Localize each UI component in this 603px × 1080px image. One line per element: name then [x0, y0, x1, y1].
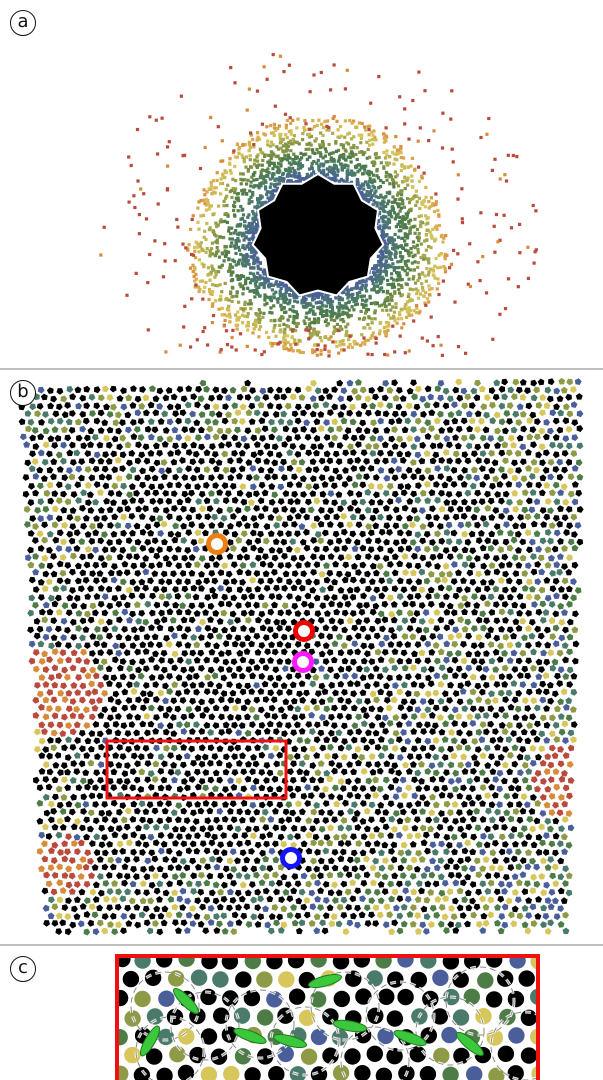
leaf-arrow — [172, 987, 200, 1015]
divider-b-c — [0, 944, 603, 946]
lattice-dots — [18, 377, 584, 936]
leaf-arrow — [308, 973, 342, 989]
leaf-arrow — [456, 1031, 484, 1057]
central-core — [251, 172, 385, 297]
leaf-arrow — [233, 1028, 267, 1044]
blue-ring-marker — [280, 847, 302, 869]
radial-particle-cluster — [99, 53, 538, 358]
zoom-dots — [117, 956, 538, 1080]
orange-ring-marker — [206, 533, 228, 555]
panel-b-label: b — [10, 380, 36, 406]
red-ring-marker — [293, 620, 315, 642]
panel-c-label: c — [10, 956, 36, 982]
leaf-arrow — [393, 1030, 427, 1046]
panel-a: a — [0, 0, 603, 368]
zoomed-region — [115, 954, 540, 1080]
panel-a-label: a — [10, 10, 36, 36]
zoom-selection-box — [105, 739, 288, 800]
magenta-ring-marker — [292, 651, 314, 673]
particle-dots — [99, 53, 538, 358]
zoom-frame — [115, 954, 540, 1080]
dashed-neighborhood-rings — [129, 965, 538, 1080]
leaf-arrows — [139, 973, 484, 1057]
leaf-arrow — [273, 1033, 307, 1049]
panel-c: c — [0, 946, 603, 1080]
panel-b: b — [0, 370, 603, 944]
leaf-arrow — [332, 1019, 368, 1033]
particle-lattice — [18, 377, 584, 936]
divider-a-b — [0, 368, 603, 370]
leaf-arrow — [139, 1025, 161, 1057]
